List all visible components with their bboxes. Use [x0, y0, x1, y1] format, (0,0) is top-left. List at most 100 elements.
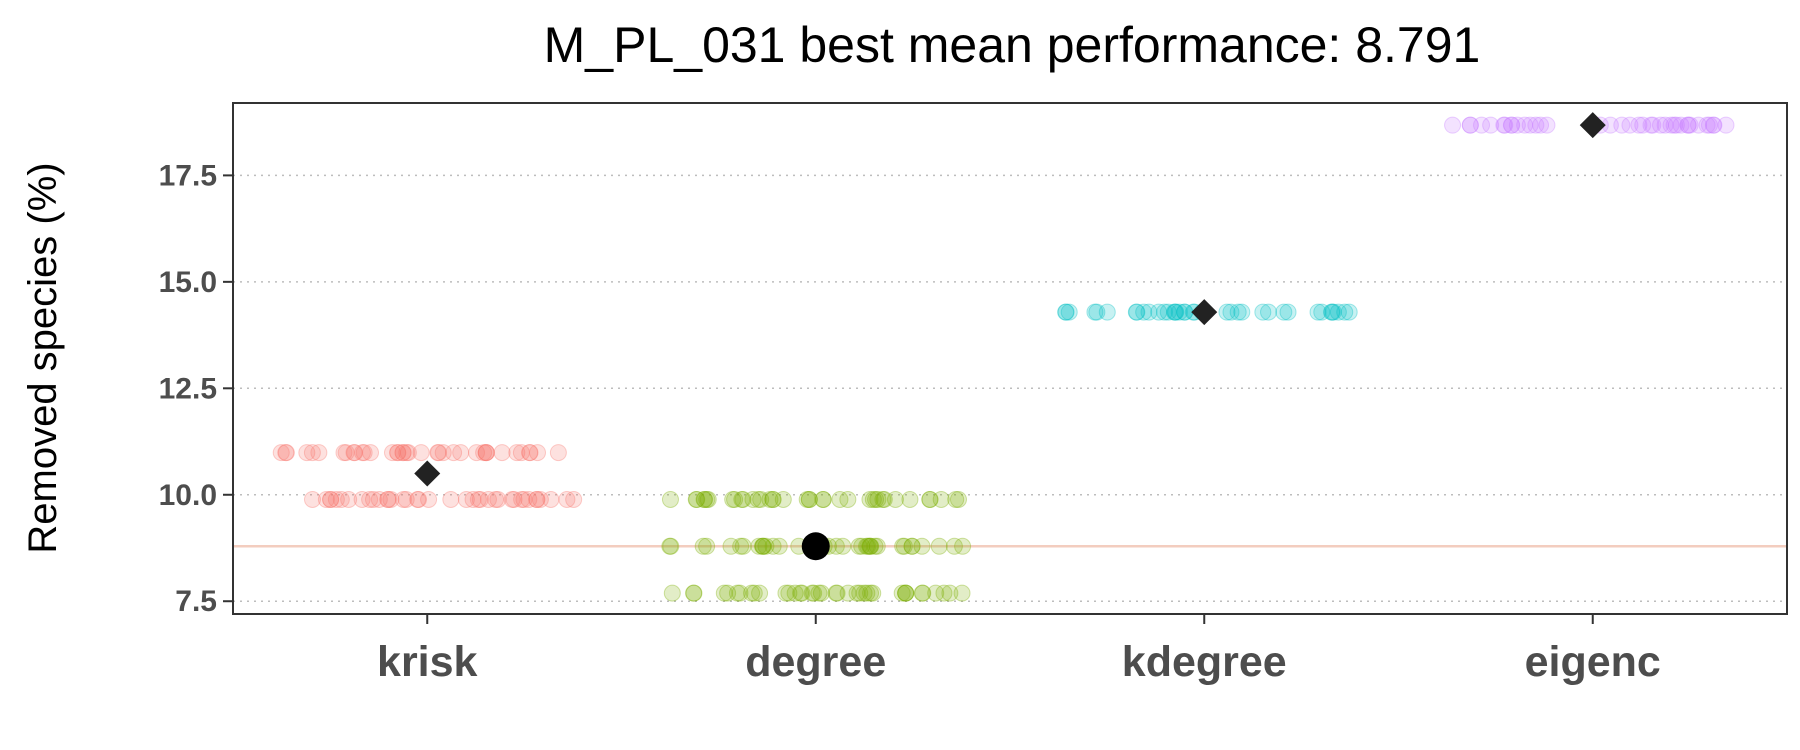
data-point: [688, 490, 706, 508]
data-point: [1150, 303, 1168, 321]
data-point: [694, 537, 712, 555]
data-point: [565, 490, 583, 508]
data-point: [734, 490, 752, 508]
data-point: [340, 490, 358, 508]
data-point: [515, 490, 533, 508]
data-point: [317, 490, 335, 508]
data-point: [1324, 303, 1342, 321]
data-point: [719, 584, 737, 602]
data-point: [895, 537, 913, 555]
data-point: [399, 444, 417, 462]
data-point: [1309, 303, 1327, 321]
data-point: [1229, 303, 1247, 321]
data-point: [322, 490, 340, 508]
y-axis: 7.5 10.0 12.5 15.0 17.5: [159, 159, 233, 618]
data-point: [853, 537, 871, 555]
data-point: [867, 490, 885, 508]
data-point: [1613, 116, 1631, 134]
data-point: [549, 444, 567, 462]
data-point: [1057, 303, 1075, 321]
data-point: [921, 490, 939, 508]
data-point: [364, 490, 382, 508]
data-point: [798, 490, 816, 508]
data-point: [335, 444, 353, 462]
data-point: [528, 490, 546, 508]
data-point: [745, 584, 763, 602]
data-point: [764, 490, 782, 508]
data-point: [947, 490, 965, 508]
data-point: [732, 537, 750, 555]
data-point: [932, 490, 950, 508]
data-point: [468, 444, 486, 462]
data-point: [1128, 303, 1146, 321]
data-point: [1681, 116, 1699, 134]
x-tick-label: degree: [745, 638, 886, 686]
data-point: [1233, 303, 1251, 321]
data-point: [715, 584, 733, 602]
data-point: [489, 490, 507, 508]
data-point: [893, 584, 911, 602]
data-point: [277, 444, 295, 462]
data-point: [528, 490, 546, 508]
data-point: [695, 490, 713, 508]
data-point: [864, 490, 882, 508]
data-point: [698, 537, 716, 555]
data-point: [949, 490, 967, 508]
data-point: [1127, 303, 1145, 321]
data-point: [412, 444, 430, 462]
data-point: [1621, 116, 1639, 134]
data-point: [1159, 303, 1177, 321]
data-point: [332, 490, 350, 508]
grid-lines: [233, 174, 1787, 602]
data-point: [897, 584, 915, 602]
y-tick-label: 15.0: [159, 266, 217, 299]
data-point: [901, 490, 919, 508]
data-point: [1482, 116, 1500, 134]
x-tick-label: eigenc: [1525, 638, 1661, 686]
data-point: [521, 444, 539, 462]
data-point: [851, 584, 869, 602]
data-point: [764, 537, 782, 555]
data-point: [935, 584, 953, 602]
data-point: [754, 537, 772, 555]
data-point: [792, 584, 810, 602]
data-point: [814, 490, 832, 508]
data-point: [1705, 116, 1723, 134]
data-point: [754, 537, 772, 555]
data-point: [327, 490, 345, 508]
data-point: [1717, 116, 1735, 134]
data-point: [337, 444, 355, 462]
data-point: [780, 584, 798, 602]
data-point: [663, 584, 681, 602]
data-point: [512, 444, 530, 462]
data-point: [272, 444, 290, 462]
data-point: [661, 537, 679, 555]
data-point: [1532, 116, 1550, 134]
data-point: [1086, 303, 1104, 321]
data-point: [812, 584, 830, 602]
data-point: [1329, 303, 1347, 321]
data-point: [800, 490, 818, 508]
data-point: [1167, 303, 1185, 321]
data-point: [445, 444, 463, 462]
data-point: [1444, 116, 1462, 134]
data-point: [477, 444, 495, 462]
data-point: [1313, 303, 1331, 321]
data-point: [503, 490, 521, 508]
data-point: [493, 444, 511, 462]
data-point: [353, 444, 371, 462]
x-tick-label: kdegree: [1122, 638, 1287, 686]
data-point: [1502, 116, 1520, 134]
data-point: [1218, 303, 1236, 321]
data-point: [954, 537, 972, 555]
mean-marker-eigenc: [1579, 112, 1606, 139]
data-point: [379, 490, 397, 508]
data-point: [1503, 116, 1521, 134]
data-point: [855, 584, 873, 602]
data-point: [1496, 116, 1514, 134]
data-point: [903, 537, 921, 555]
data-point: [394, 444, 412, 462]
data-point: [531, 490, 549, 508]
data-point: [1170, 303, 1188, 321]
x-tick-label: krisk: [377, 638, 478, 686]
